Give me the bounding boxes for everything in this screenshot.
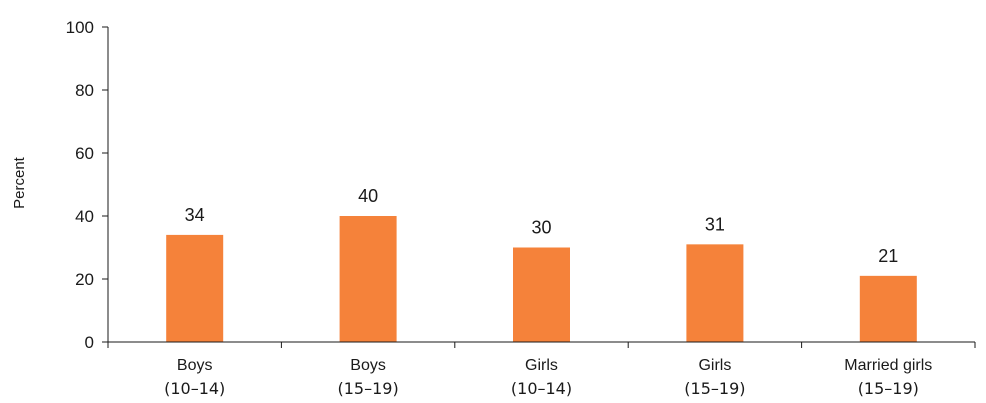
x-category-range: (15–19) [337,379,398,398]
x-category-label: Married girls [844,357,932,374]
y-tick-label: 40 [75,207,94,226]
y-tick-label: 20 [75,270,94,289]
bar [166,234,224,342]
bar [339,216,397,342]
bar [513,247,570,342]
y-tick-label: 80 [75,81,94,100]
x-axis: Boys (10–14) Boys (15–19) Girls (10–14) Girls (… [107,341,976,398]
y-tick-label: 100 [66,18,94,37]
data-label: 31 [705,214,725,234]
bar [859,275,917,342]
x-category-range: (15–19) [684,379,745,398]
data-label: 30 [531,218,551,238]
x-category-label: Boys [350,357,386,374]
data-label: 40 [358,186,378,206]
y-tick-label: 60 [75,144,94,163]
y-tick-label: 0 [85,333,94,352]
y-axis-title: Percent [11,156,28,209]
y-axis: 0 20 40 60 80 100 [66,18,109,352]
bar [686,244,744,342]
bars: 34 40 30 31 21 [166,186,917,342]
x-category-range: (10–14) [164,379,225,398]
x-category-label: Girls [525,357,558,374]
x-category-range: (15–19) [858,379,919,398]
data-label: 21 [878,246,898,266]
x-category-range: (10–14) [511,379,572,398]
x-category-label: Girls [698,357,731,374]
data-label: 34 [185,205,205,225]
x-category-label: Boys [177,357,213,374]
